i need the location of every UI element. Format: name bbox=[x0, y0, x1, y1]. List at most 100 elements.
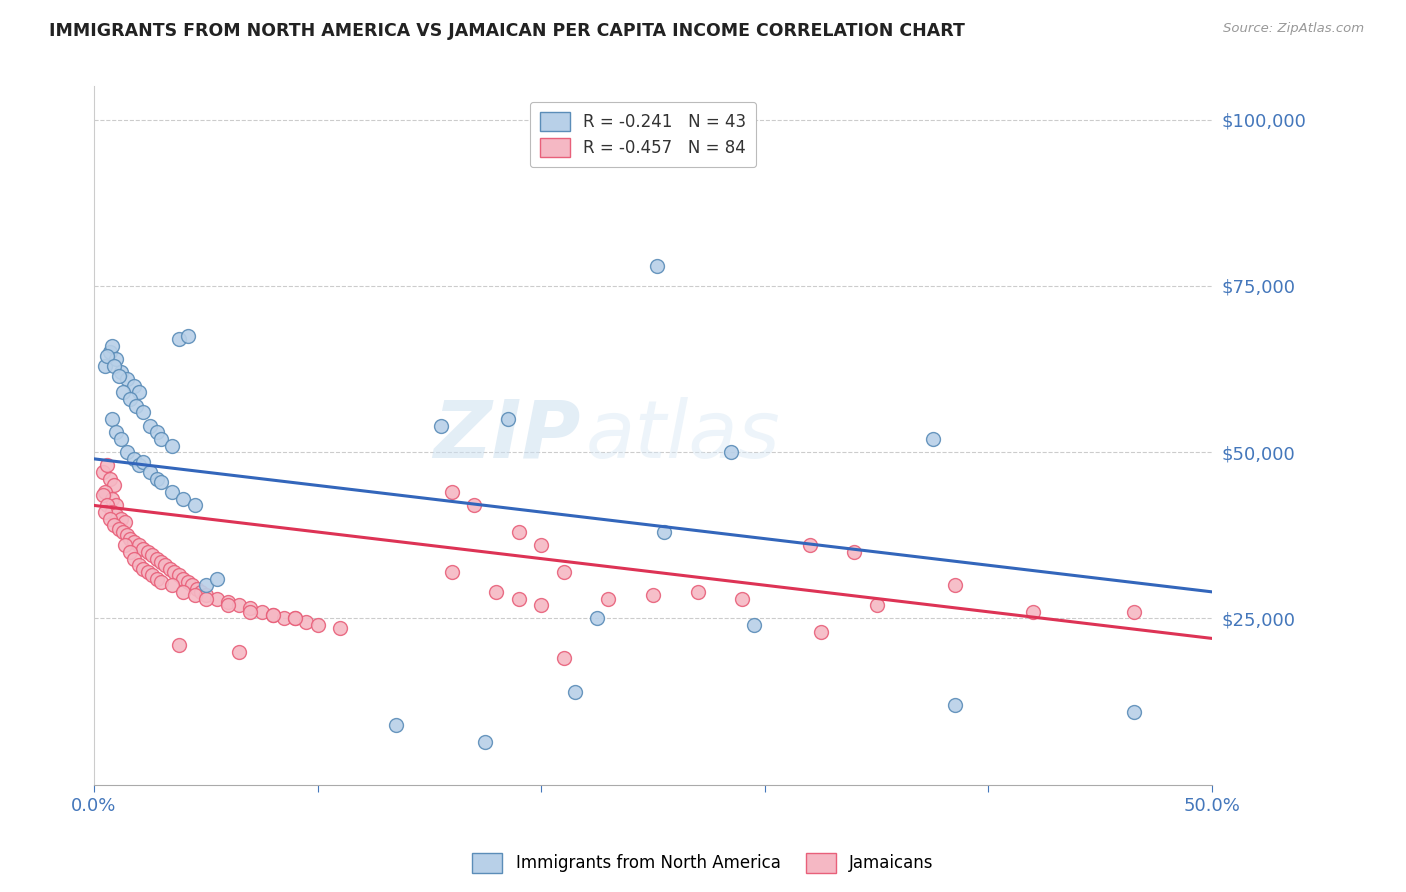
Point bbox=[128, 538, 150, 552]
Point bbox=[103, 359, 125, 373]
Legend: R = -0.241   N = 43, R = -0.457   N = 84: R = -0.241 N = 43, R = -0.457 N = 84 bbox=[530, 102, 756, 167]
Point bbox=[652, 524, 675, 539]
Point bbox=[1334, 605, 1357, 619]
Point bbox=[474, 734, 496, 748]
Point bbox=[132, 561, 155, 575]
Point bbox=[145, 551, 167, 566]
Point bbox=[91, 465, 114, 479]
Point bbox=[98, 512, 121, 526]
Point bbox=[139, 465, 162, 479]
Point bbox=[122, 535, 145, 549]
Text: IMMIGRANTS FROM NORTH AMERICA VS JAMAICAN PER CAPITA INCOME CORRELATION CHART: IMMIGRANTS FROM NORTH AMERICA VS JAMAICA… bbox=[49, 22, 965, 40]
Point bbox=[183, 499, 205, 513]
Point bbox=[167, 332, 190, 346]
Point bbox=[844, 545, 866, 559]
Point bbox=[117, 372, 139, 386]
Point bbox=[1022, 605, 1045, 619]
Point bbox=[114, 538, 136, 552]
Point bbox=[943, 578, 966, 592]
Point bbox=[105, 508, 128, 523]
Point bbox=[284, 611, 307, 625]
Point bbox=[943, 698, 966, 712]
Point bbox=[799, 538, 821, 552]
Point bbox=[508, 524, 530, 539]
Text: atlas: atlas bbox=[586, 397, 780, 475]
Point bbox=[145, 472, 167, 486]
Point bbox=[91, 488, 114, 502]
Point bbox=[183, 588, 205, 602]
Point bbox=[110, 365, 132, 379]
Point bbox=[107, 522, 129, 536]
Point bbox=[96, 458, 118, 473]
Point bbox=[136, 565, 159, 579]
Point bbox=[553, 565, 575, 579]
Point bbox=[111, 385, 134, 400]
Point bbox=[117, 445, 139, 459]
Point bbox=[98, 345, 121, 359]
Point bbox=[136, 545, 159, 559]
Point bbox=[159, 561, 181, 575]
Point bbox=[329, 622, 352, 636]
Point bbox=[172, 572, 194, 586]
Point bbox=[105, 425, 128, 440]
Point bbox=[117, 528, 139, 542]
Point bbox=[865, 598, 887, 612]
Point bbox=[731, 591, 754, 606]
Point bbox=[530, 598, 553, 612]
Point bbox=[110, 432, 132, 446]
Point bbox=[586, 611, 609, 625]
Point bbox=[440, 565, 463, 579]
Point bbox=[172, 491, 194, 506]
Point bbox=[742, 618, 765, 632]
Point bbox=[295, 615, 318, 629]
Point bbox=[110, 512, 132, 526]
Point bbox=[101, 491, 124, 506]
Point bbox=[1122, 605, 1144, 619]
Point bbox=[132, 405, 155, 419]
Point bbox=[118, 545, 141, 559]
Point bbox=[128, 458, 150, 473]
Point bbox=[239, 605, 262, 619]
Point bbox=[101, 412, 124, 426]
Point bbox=[496, 412, 519, 426]
Point bbox=[145, 572, 167, 586]
Point bbox=[647, 259, 669, 273]
Legend: Immigrants from North America, Jamaicans: Immigrants from North America, Jamaicans bbox=[465, 847, 941, 880]
Point bbox=[564, 684, 586, 698]
Point bbox=[205, 591, 228, 606]
Point bbox=[139, 418, 162, 433]
Point bbox=[160, 578, 183, 592]
Point bbox=[217, 595, 239, 609]
Point bbox=[250, 605, 273, 619]
Point bbox=[921, 432, 943, 446]
Point bbox=[98, 472, 121, 486]
Point bbox=[686, 585, 709, 599]
Point bbox=[190, 585, 212, 599]
Point bbox=[284, 611, 307, 625]
Point bbox=[96, 499, 118, 513]
Point bbox=[228, 598, 250, 612]
Point bbox=[101, 339, 124, 353]
Point bbox=[122, 378, 145, 392]
Text: ZIP: ZIP bbox=[433, 397, 581, 475]
Point bbox=[530, 538, 553, 552]
Point bbox=[262, 608, 284, 623]
Point bbox=[177, 574, 200, 589]
Point bbox=[94, 485, 117, 500]
Point bbox=[429, 418, 451, 433]
Point bbox=[141, 549, 163, 563]
Point bbox=[107, 368, 129, 383]
Point bbox=[485, 585, 508, 599]
Point bbox=[262, 608, 284, 623]
Point bbox=[150, 475, 173, 489]
Point bbox=[128, 558, 150, 573]
Point bbox=[150, 574, 173, 589]
Point bbox=[810, 624, 832, 639]
Point bbox=[125, 399, 148, 413]
Point bbox=[508, 591, 530, 606]
Point bbox=[181, 578, 204, 592]
Point bbox=[598, 591, 620, 606]
Point bbox=[118, 392, 141, 406]
Point bbox=[114, 515, 136, 529]
Point bbox=[239, 601, 262, 615]
